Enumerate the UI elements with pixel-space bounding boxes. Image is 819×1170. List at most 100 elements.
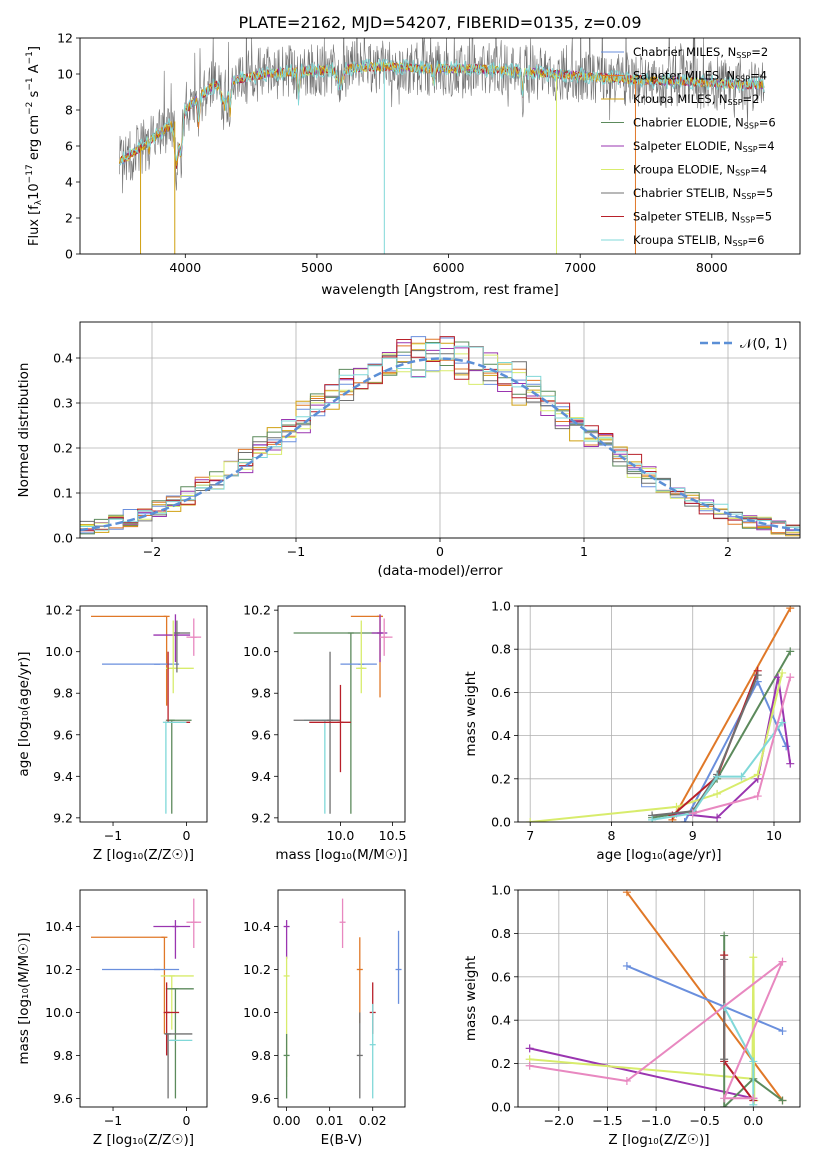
x-tick-label: 0 [182,1113,190,1128]
errorbar-chabrier_stelib [164,1033,193,1099]
errorbar-salpeter_elodie [153,920,191,959]
y-tick-label: 10.4 [243,919,271,934]
y-tick-label: 10.4 [45,919,73,934]
errorbar-chabrier_elodie [165,719,192,814]
y-tick-label: 9.2 [251,810,271,825]
y-axis-label-part: λ [34,199,44,205]
legend-label-end: =6 [759,116,776,130]
x-axis-label: Z [log₁₀(Z/Z☉)] [608,1132,709,1148]
marker-pink [778,957,787,966]
plot-area [80,336,800,537]
y-axis-label-part: −1 [25,51,35,64]
errorbar-chabrier_elodie [165,988,194,1099]
marker-chabrier_elodie [720,931,729,940]
y-tick-label: 9.8 [53,1048,73,1063]
y-tick-label: 0.4 [491,1013,511,1028]
errorbar-kroupa_stelib [304,719,339,814]
x-tick-label: 5000 [301,260,333,275]
series-salpeter_miles [671,607,792,821]
legend-label-end: =6 [748,233,765,247]
x-tick-label: 6000 [433,260,465,275]
legend-label-end: =2 [743,92,760,106]
marker-chabrier_miles [622,961,631,970]
marker-kroupa_elodie [713,789,722,798]
marker-kroupa_elodie [778,668,787,677]
x-tick-label: 4000 [169,260,201,275]
legend-label-sub: SSP [736,51,751,60]
y-tick-label: 10.0 [243,1005,271,1020]
spectrum-panel: 4000 5000 6000 7000 8000 0 2 4 6 8 10 12 wavelength … [25,31,801,298]
series-salpeter_miles [626,891,784,1102]
axes-frame [79,889,208,1108]
x-axis-label: mass [log₁₀(M/M☉)] [275,847,407,863]
legend-label-kroupa_miles: Kroupa MILES, NSSP=2 [633,92,759,107]
y-tick-label: 9.8 [251,686,271,701]
errorbar-salpeter_elodie [283,920,290,959]
marker-chabrier_miles [680,818,689,822]
marker-chabrier_miles [778,1027,787,1036]
y-axis-label-part: 10 [27,183,42,200]
marker-chabrier_miles [782,742,791,751]
y-axis-label-part: Flux [f [27,205,42,246]
marker-chabrier_elodie [786,647,795,656]
legend-label-main: Chabrier MILES, N [633,45,736,59]
marker-chabrier_elodie [720,1103,729,1107]
histogram-kroupa_stelib [80,342,800,534]
x-tick-label: −1.0 [641,1113,671,1128]
legend-label-sub: SSP [728,98,743,107]
y-tick-label: 1.0 [491,883,511,898]
errorbar-chabrier_stelib [356,1012,363,1099]
x-tick-label: 10.0 [327,828,355,843]
x-tick-label: 0 [436,544,444,559]
residuals-panel: −2 −1 0 1 2 0.0 0.1 0.2 0.3 0.4 (data-model)/error… [16,321,801,579]
legend-label-sub: SSP [735,75,750,84]
y-tick-label: 9.8 [53,686,73,701]
x-tick-label: −2 [143,544,161,559]
marker-kroupa_elodie [526,818,535,822]
y-axis-label-part: −17 [25,164,35,183]
y-tick-label: 9.6 [251,1091,271,1106]
marker-pink [622,1076,631,1085]
plot-area [525,890,787,1107]
legend-label-end: =2 [751,45,768,59]
plot-area [526,606,795,822]
marker-kroupa_stelib [749,1057,758,1066]
y-tick-label: 9.8 [251,1048,271,1063]
marker-pink [525,1061,534,1070]
legend-label-sub: SSP [743,145,758,154]
y-tick-label: 9.6 [53,727,73,742]
y-axis-label: age [log₁₀(age/yr)] [16,651,32,776]
marker-kroupa_stelib [713,772,722,781]
errorbar-chabrier_elodie [293,632,383,814]
x-axis-label: (data-model)/error [377,563,503,579]
legend-label-end: =4 [758,139,775,153]
marker-salpeter_elodie [786,759,795,768]
errorbar-salpeter_stelib [163,982,180,1056]
x-tick-label: −1 [287,544,305,559]
y-tick-label: 0.2 [53,441,73,456]
y-axis-label: Normed distribution [16,363,32,498]
y-tick-label: 12 [57,31,73,46]
y-tick-label: 0.0 [491,815,511,830]
y-tick-label: 6 [65,139,73,154]
errorbar-salpeter_elodie [153,614,191,663]
errorbar-salpeter_miles [356,937,363,1024]
errorbar-kroupa_stelib [162,721,187,814]
x-tick-label: 0.0 [743,1113,763,1128]
legend-label-main: Kroupa STELIB, N [633,233,733,247]
y-tick-label: 9.6 [251,727,271,742]
x-tick-label: 8 [607,828,615,843]
legend-label-main: Chabrier ELODIE, N [633,116,744,130]
legend-label-sub: SSP [735,169,750,178]
y-tick-label: 0.4 [491,728,511,743]
legend-label-main: Salpeter MILES, N [633,69,735,83]
y-tick-label: 1.0 [491,599,511,614]
legend-label-end: =5 [755,210,772,224]
plot-area [293,614,393,814]
errorbar-chabrier_stelib [293,651,341,814]
series-kroupa_elodie [119,61,765,165]
x-tick-label: 10.5 [379,828,407,843]
y-tick-label: 0.6 [491,685,511,700]
axes-frame [517,605,801,823]
marker-pink [749,1094,758,1103]
